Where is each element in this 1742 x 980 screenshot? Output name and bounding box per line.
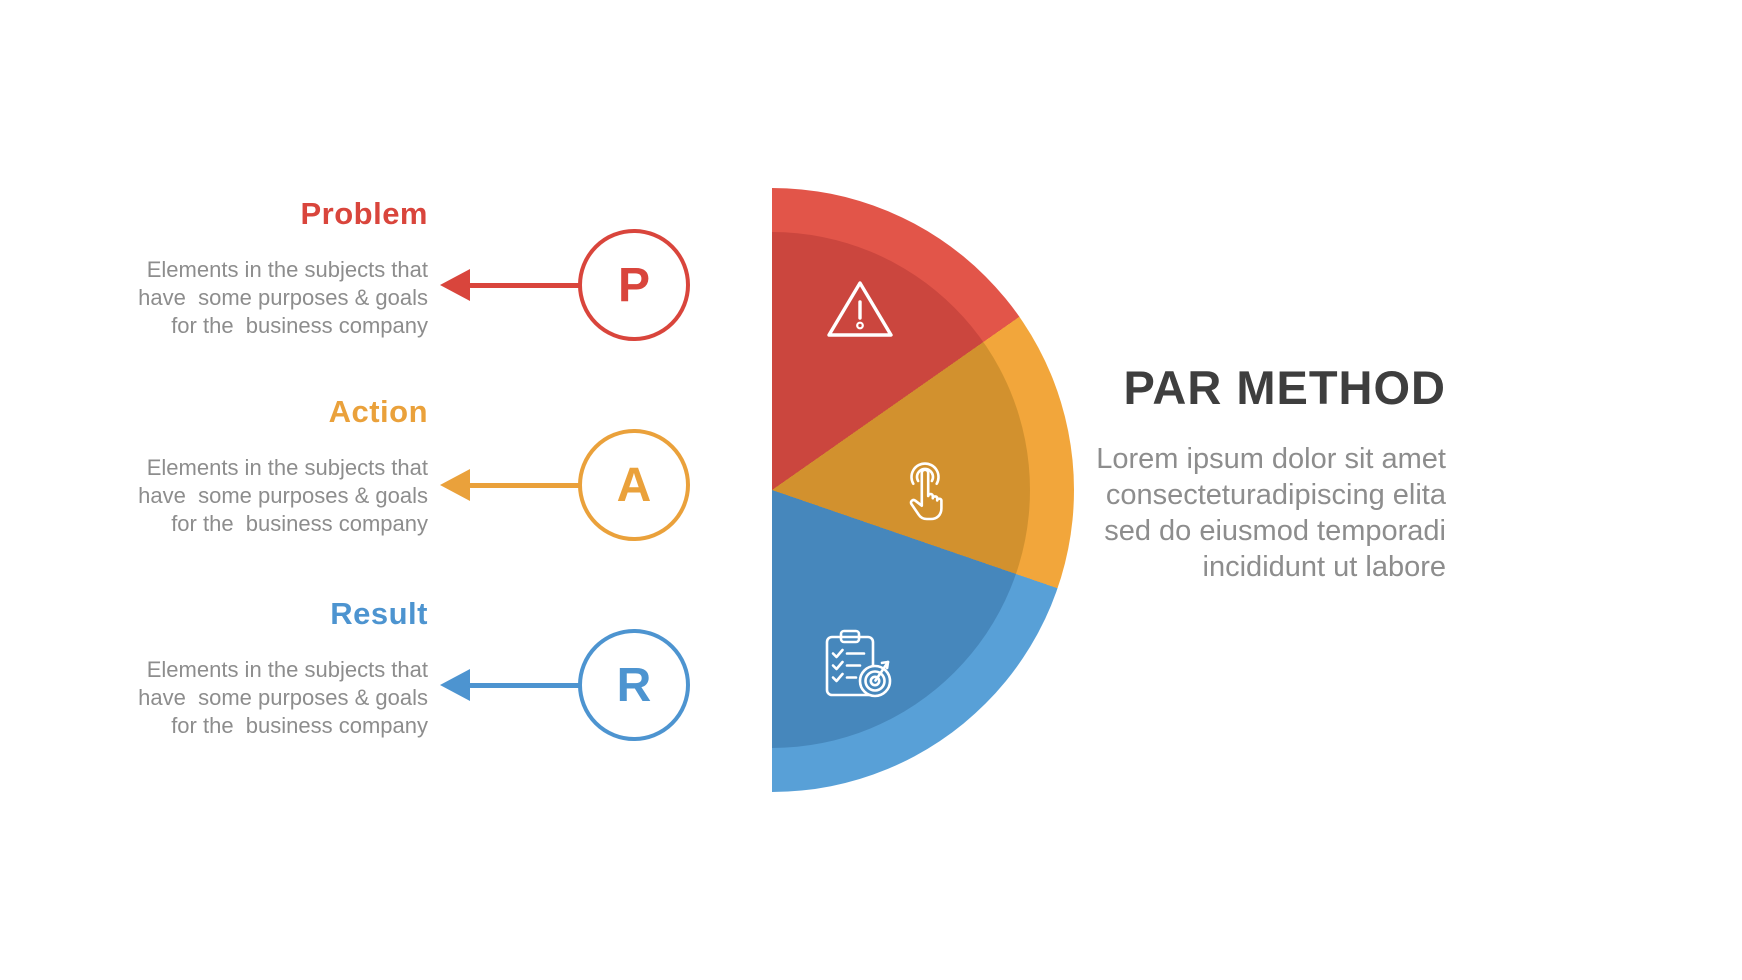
badge-letter: P [617,258,650,312]
badge-letter: R [616,658,652,712]
description-line: Elements in the subjects that [146,257,428,282]
badge-action: A [578,429,690,541]
step-action-title: Action [328,394,428,429]
paragraph-line: consecteturadipiscing elita [1105,479,1446,511]
warning-icon [827,281,893,337]
description-line: Elements in the subjects that [146,455,428,480]
headline-paragraph: Lorem ipsum dolor sit amet consecteturad… [1096,441,1446,585]
step-result: Result Elements in the subjects that hav… [100,596,428,740]
par-method-headline: PAR METHOD Lorem ipsum dolor sit amet co… [1096,360,1446,585]
paragraph-line: incididunt ut labore [1202,551,1446,583]
tap-icon [909,462,943,521]
description-line: for the business company [171,313,428,338]
par-half-circle-chart [772,188,1074,792]
badge-problem: P [578,229,690,341]
arrow-left-icon [440,269,470,301]
arrow-shaft [468,683,582,688]
badge-letter: A [616,458,652,512]
arrow-shaft [468,483,582,488]
step-problem-title: Problem [300,196,428,231]
badge-result: R [578,629,690,741]
description-line: have some purposes & goals [138,483,428,508]
step-result-title: Result [330,596,428,631]
paragraph-line: sed do eiusmod temporadi [1104,515,1446,547]
arrow-left-icon [440,469,470,501]
step-action: Action Elements in the subjects that hav… [100,394,428,538]
step-problem: Problem Elements in the subjects that ha… [100,196,428,340]
checklist-target-icon [825,629,892,698]
step-action-description: Elements in the subjects that have some … [100,454,428,538]
step-problem-description: Elements in the subjects that have some … [100,256,428,340]
description-line: for the business company [171,511,428,536]
headline-title: PAR METHOD [1123,361,1446,414]
description-line: for the business company [171,713,428,738]
arrow-shaft [468,283,582,288]
paragraph-line: Lorem ipsum dolor sit amet [1096,443,1446,475]
arrow-left-icon [440,669,470,701]
step-result-description: Elements in the subjects that have some … [100,656,428,740]
description-line: have some purposes & goals [138,685,428,710]
description-line: have some purposes & goals [138,285,428,310]
description-line: Elements in the subjects that [146,657,428,682]
